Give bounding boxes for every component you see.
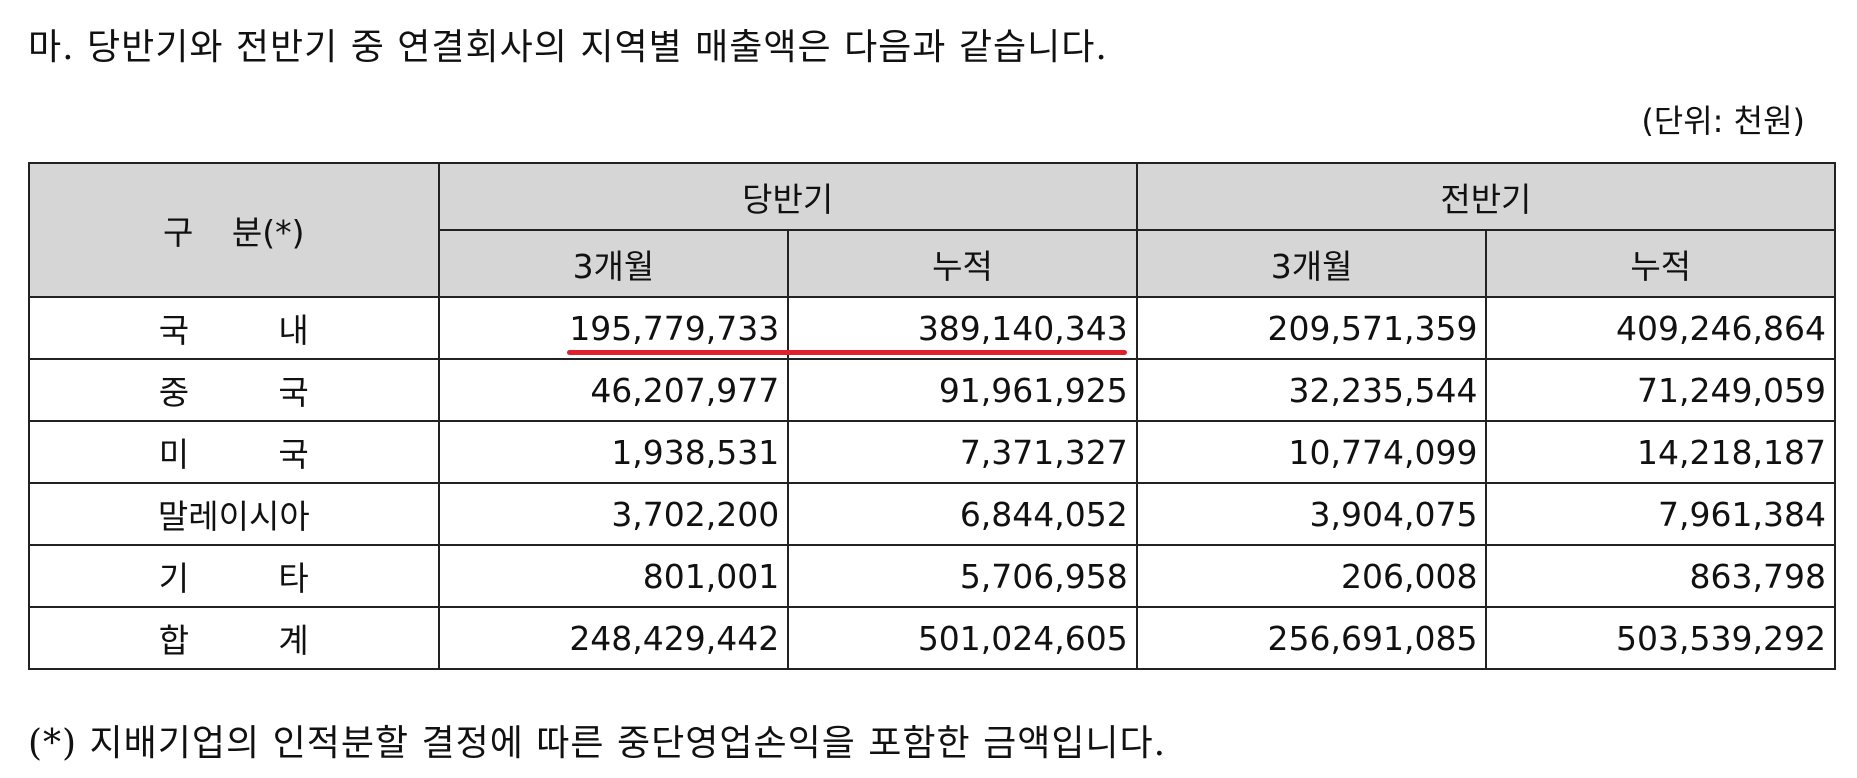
value-cell: 7,961,384 xyxy=(1485,482,1836,546)
value-cell: 801,001 xyxy=(437,544,790,608)
value-cell: 503,539,292 xyxy=(1485,606,1836,670)
value-cell: 71,249,059 xyxy=(1485,358,1836,422)
value-cell: 3,904,075 xyxy=(1135,482,1488,546)
value-cell: 3,702,200 xyxy=(437,482,790,546)
value-cell: 256,691,085 xyxy=(1135,606,1488,670)
value-cell: 91,961,925 xyxy=(787,358,1138,422)
value-cell: 863,798 xyxy=(1485,544,1836,608)
current-cumulative-header: 누적 xyxy=(787,229,1138,298)
value-cell: 209,571,359 xyxy=(1135,296,1488,360)
value-cell: 248,429,442 xyxy=(437,606,790,670)
current-half-header: 당반기 xyxy=(437,162,1138,231)
value-cell: 501,024,605 xyxy=(787,606,1138,670)
footnote: (*) 지배기업의 인적분할 결정에 따른 중단영업손익을 포함한 금액입니다. xyxy=(28,723,1167,764)
category-header: 구 분(*) xyxy=(28,162,440,298)
row-label: 말레이시아 xyxy=(28,482,440,546)
table-row-malaysia: 말레이시아 3,702,200 6,844,052 3,904,075 7,96… xyxy=(28,482,1836,546)
section-heading: 마. 당반기와 전반기 중 연결회사의 지역별 매출액은 다음과 같습니다. xyxy=(28,27,1108,68)
highlight-underline xyxy=(567,350,1127,355)
value-cell: 206,008 xyxy=(1135,544,1488,608)
value-cell: 46,207,977 xyxy=(437,358,790,422)
value-cell: 389,140,343 xyxy=(787,296,1138,360)
value-cell: 7,371,327 xyxy=(787,420,1138,484)
value-cell: 6,844,052 xyxy=(787,482,1138,546)
value-cell: 1,938,531 xyxy=(437,420,790,484)
value-cell: 409,246,864 xyxy=(1485,296,1836,360)
current-3month-header: 3개월 xyxy=(437,229,790,298)
value-cell: 14,218,187 xyxy=(1485,420,1836,484)
value-cell: 5,706,958 xyxy=(787,544,1138,608)
previous-3month-header: 3개월 xyxy=(1135,229,1488,298)
previous-half-header: 전반기 xyxy=(1135,162,1837,231)
unit-note: (단위: 천원) xyxy=(1641,102,1805,140)
value-cell: 10,774,099 xyxy=(1135,420,1488,484)
previous-cumulative-header: 누적 xyxy=(1485,229,1836,298)
value-cell: 32,235,544 xyxy=(1135,358,1488,422)
value-cell: 195,779,733 xyxy=(437,296,790,360)
